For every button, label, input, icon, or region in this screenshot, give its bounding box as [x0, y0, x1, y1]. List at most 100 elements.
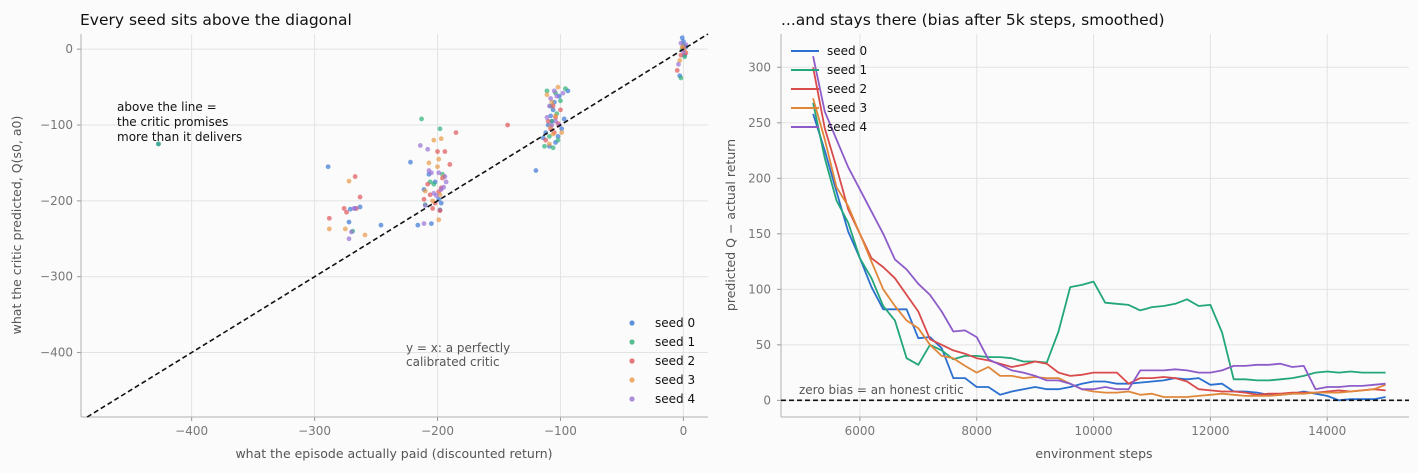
x-tick-label: −300	[298, 424, 331, 438]
scatter-grid	[81, 34, 708, 417]
series-line	[812, 102, 1386, 382]
scatter-point	[676, 61, 681, 67]
series-line	[812, 98, 1386, 398]
scatter-point	[544, 88, 550, 94]
scatter-point	[427, 192, 433, 198]
scatter-point	[549, 118, 555, 124]
scatter-point	[683, 42, 689, 48]
scatter-x-ticks: −400 −300 −200 −100 0	[175, 417, 687, 438]
scatter-point	[341, 206, 347, 211]
scatter-legend: seed 0 seed 1 seed 2 seed 3 seed 4	[629, 316, 695, 406]
line-title: ...and stays there (bias after 5k steps,…	[781, 11, 1165, 29]
scatter-point	[562, 86, 568, 92]
scatter-point	[551, 88, 557, 94]
scatter-point	[417, 143, 423, 148]
scatter-point	[559, 130, 565, 135]
scatter-point	[549, 122, 555, 128]
legend-label: seed 3	[827, 101, 867, 115]
diagonal-reference-line	[86, 33, 709, 418]
scatter-point	[443, 179, 449, 185]
scatter-point	[428, 170, 434, 176]
scatter-point	[430, 206, 436, 211]
y-tick-label: 150	[748, 227, 771, 241]
legend-label: seed 0	[827, 44, 867, 58]
scatter-point	[545, 118, 551, 124]
scatter-point	[433, 193, 439, 198]
scatter-point	[550, 103, 556, 109]
scatter-point	[544, 92, 550, 98]
scatter-point	[555, 84, 561, 90]
scatter-point	[550, 131, 556, 137]
scatter-y-label: what the critic predicted, Q(s0, a0)	[9, 116, 24, 335]
legend-label: seed 1	[827, 63, 867, 77]
scatter-point	[425, 146, 431, 152]
legend-label: seed 0	[655, 316, 695, 330]
legend-label: seed 1	[655, 335, 695, 349]
scatter-point	[547, 141, 552, 147]
scatter-point	[505, 122, 511, 128]
line-legend: seed 0 seed 1 seed 2 seed 3 seed 4	[791, 44, 867, 134]
scatter-title: Every seed sits above the diagonal	[80, 11, 352, 29]
scatter-point	[408, 159, 413, 165]
scatter-point	[447, 162, 453, 167]
legend-marker	[629, 396, 635, 402]
scatter-point	[674, 68, 680, 73]
scatter-point	[326, 215, 332, 221]
line-series	[812, 56, 1386, 402]
legend-marker	[629, 377, 635, 383]
scatter-point	[419, 116, 424, 122]
scatter-point	[550, 107, 556, 113]
scatter-point	[431, 181, 437, 187]
x-tick-label: 14000	[1308, 424, 1346, 438]
scatter-point	[555, 137, 561, 143]
scatter-point	[326, 226, 332, 232]
scatter-point	[678, 75, 684, 81]
y-tick-label: −100	[40, 118, 73, 132]
line-y-ticks: 0 50 100 150 200 250 300	[748, 60, 781, 407]
above-line-annotation-line-3: more than it delivers	[117, 130, 242, 144]
series-line	[812, 56, 1386, 391]
scatter-point	[421, 196, 427, 202]
scatter-point	[553, 118, 558, 124]
y-tick-label: 50	[756, 338, 771, 352]
scatter-point	[346, 236, 352, 242]
scatter-point	[436, 170, 442, 176]
scatter-point	[453, 130, 459, 135]
scatter-point	[678, 52, 684, 58]
scatter-point	[342, 226, 348, 232]
legend-marker	[629, 320, 635, 326]
scatter-point	[435, 149, 440, 154]
above-line-annotation-line-2: the critic promises	[117, 115, 228, 129]
scatter-point	[561, 116, 567, 122]
scatter-point	[544, 115, 550, 120]
legend-label: seed 2	[827, 82, 867, 96]
scatter-point	[553, 113, 558, 119]
scatter-point	[682, 54, 688, 60]
x-tick-label: 0	[680, 424, 688, 438]
scatter-point	[430, 198, 436, 204]
scatter-point	[438, 200, 444, 206]
legend-label: seed 2	[655, 354, 695, 368]
line-x-ticks: 6000 8000 10000 12000 14000	[845, 417, 1346, 438]
y-tick-label: 0	[65, 42, 73, 56]
scatter-point	[352, 206, 358, 211]
scatter-point	[156, 141, 161, 147]
scatter-point	[437, 208, 443, 214]
scatter-point	[679, 35, 685, 41]
y-tick-label: −300	[40, 270, 73, 284]
x-tick-label: −200	[421, 424, 454, 438]
scatter-point	[435, 164, 440, 170]
x-tick-label: 12000	[1191, 424, 1229, 438]
legend-label: seed 4	[827, 120, 867, 134]
series-line	[812, 67, 1386, 396]
scatter-point	[543, 137, 549, 143]
y-tick-label: −400	[40, 346, 73, 360]
x-tick-label: −100	[544, 424, 577, 438]
scatter-point	[677, 58, 683, 63]
scatter-point	[352, 174, 358, 179]
scatter-point	[437, 192, 443, 198]
scatter-point	[548, 96, 554, 101]
line-y-label: predicted Q − actual return	[723, 139, 738, 311]
scatter-point	[425, 181, 431, 187]
